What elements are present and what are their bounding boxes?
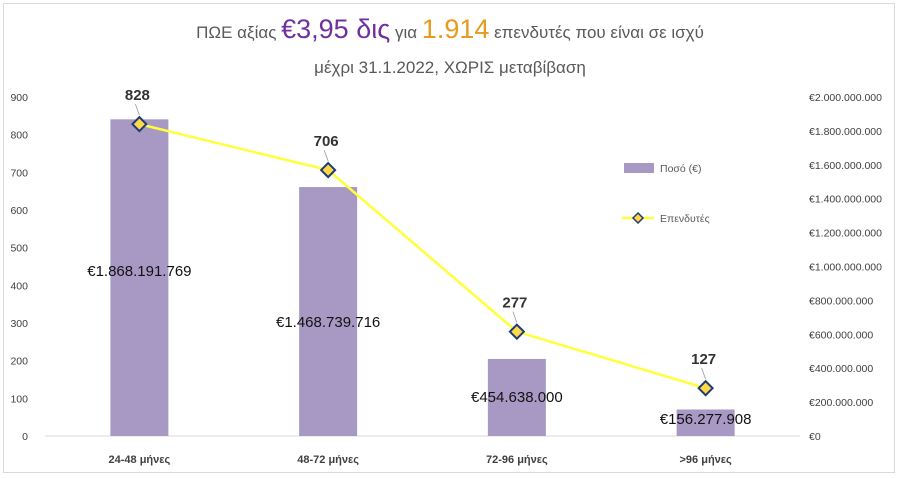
y-right-tick-label: €1.000.000.000 xyxy=(809,262,882,274)
x-category-label: 72-96 μήνες xyxy=(486,454,548,466)
chart-subtitle: μέχρι 31.1.2022, ΧΩΡΙΣ μεταβίβαση xyxy=(314,58,586,77)
label-leader-line xyxy=(512,311,518,323)
legend-label-bar: Ποσό (€) xyxy=(660,163,702,175)
bar-value-label: €454.638.000 xyxy=(471,389,563,406)
y-left-tick-label: 500 xyxy=(10,243,28,255)
chart-frame xyxy=(3,3,895,473)
y-right-tick-label: €1.600.000.000 xyxy=(809,160,882,172)
legend-label-line: Επενδυτές xyxy=(660,213,710,225)
y-right-tick-label: €200.000.000 xyxy=(809,397,873,409)
label-leader-line xyxy=(134,103,140,116)
y-right-tick-label: €1.400.000.000 xyxy=(809,194,882,206)
label-leader-line xyxy=(701,368,707,380)
y-left-tick-label: 800 xyxy=(10,130,28,142)
bar-value-label: €1.868.191.769 xyxy=(87,263,191,280)
line-value-label: 706 xyxy=(314,133,339,150)
line-marker xyxy=(508,323,526,341)
y-left-tick-label: 0 xyxy=(22,431,28,443)
y-right-tick-label: €600.000.000 xyxy=(809,329,873,341)
y-right-tick-label: €2.000.000.000 xyxy=(809,92,882,104)
line-marker xyxy=(319,161,337,179)
investors-line xyxy=(139,122,706,390)
y-right-tick-label: €1.200.000.000 xyxy=(809,228,882,240)
y-left-tick-label: 300 xyxy=(10,318,28,330)
y-right-tick-label: €800.000.000 xyxy=(809,295,873,307)
line-value-label: 127 xyxy=(691,351,716,368)
bar-value-label: €1.468.739.716 xyxy=(276,314,380,331)
bar xyxy=(676,409,735,436)
bar-value-label: €156.277.908 xyxy=(660,411,752,428)
line-value-label: 828 xyxy=(125,87,150,104)
label-leader-line xyxy=(323,149,329,162)
x-category-label: 24-48 μήνες xyxy=(109,454,171,466)
line-marker xyxy=(130,115,148,133)
bar xyxy=(299,187,358,436)
line-marker xyxy=(697,379,715,397)
x-category-label: 48-72 μήνες xyxy=(297,454,359,466)
title-amount: €3,95 δις xyxy=(281,14,391,44)
bar xyxy=(487,358,546,436)
title-part-2: για xyxy=(390,23,422,42)
bar xyxy=(110,119,169,436)
y-left-tick-label: 700 xyxy=(10,167,28,179)
legend-swatch-marker xyxy=(631,211,645,225)
title-count: 1.914 xyxy=(421,14,490,44)
y-left-tick-label: 900 xyxy=(10,92,28,104)
title-part-1: ΠΩΕ αξίας xyxy=(196,23,282,42)
y-left-tick-label: 200 xyxy=(10,356,28,368)
x-category-label: >96 μήνες xyxy=(680,454,733,466)
y-right-tick-label: €0 xyxy=(809,431,821,443)
y-right-tick-label: €1.800.000.000 xyxy=(809,126,882,138)
legend-swatch-bar xyxy=(624,163,654,173)
y-left-tick-label: 100 xyxy=(10,393,28,405)
y-left-tick-label: 400 xyxy=(10,280,28,292)
line-value-label: 277 xyxy=(502,295,527,312)
y-right-tick-label: €400.000.000 xyxy=(809,363,873,375)
chart-title: ΠΩΕ αξίας €3,95 δις για 1.914 επενδυτές … xyxy=(0,14,900,48)
y-left-tick-label: 600 xyxy=(10,205,28,217)
title-part-3: επενδυτές που είναι σε ισχύ xyxy=(489,23,704,42)
